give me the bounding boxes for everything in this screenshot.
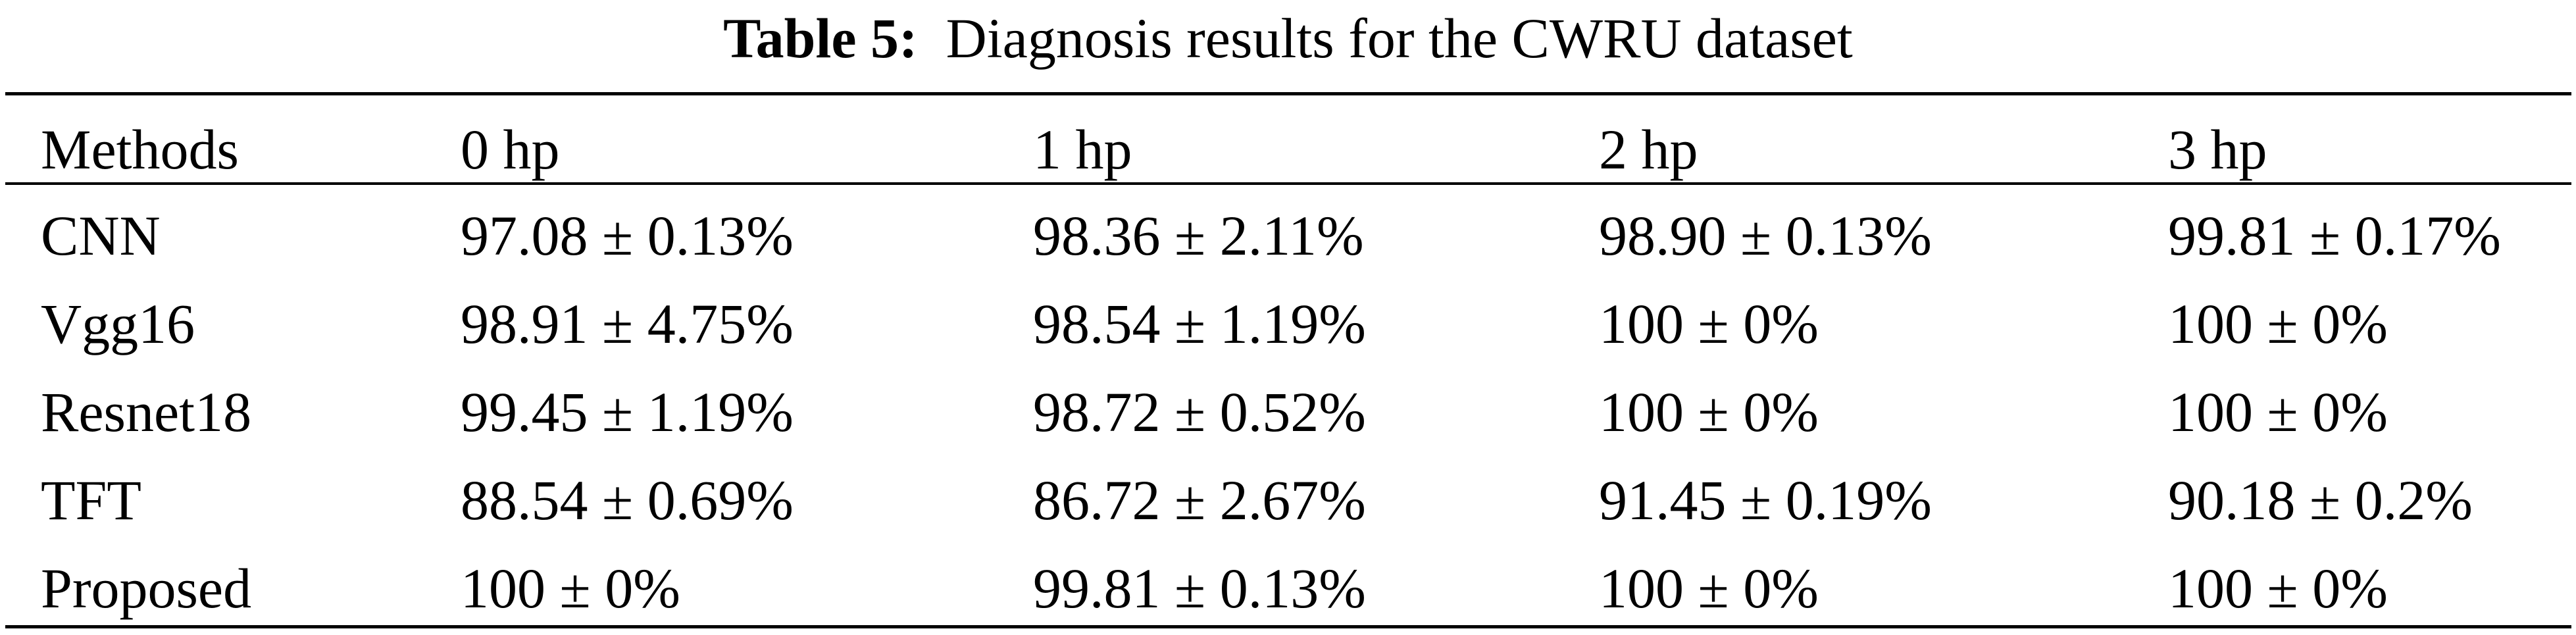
table-caption: Table 5: Diagnosis results for the CWRU … bbox=[0, 5, 2576, 71]
top-rule bbox=[5, 92, 2571, 95]
accuracy-cell: 88.54 ± 0.69% bbox=[461, 469, 794, 532]
column-header: Methods bbox=[41, 118, 239, 181]
accuracy-cell: 100 ± 0% bbox=[1599, 557, 1819, 620]
accuracy-cell: 100 ± 0% bbox=[2168, 292, 2388, 355]
method-name: TFT bbox=[41, 469, 141, 532]
table-row: CNN 97.08 ± 0.13% 98.36 ± 2.11% 98.90 ± 0.1… bbox=[0, 191, 2576, 280]
header-row: Methods 0 hp 1 hp 2 hp 3 hp bbox=[0, 105, 2576, 193]
column-header: 2 hp bbox=[1599, 118, 1698, 181]
accuracy-cell: 97.08 ± 0.13% bbox=[461, 204, 794, 267]
accuracy-cell: 98.54 ± 1.19% bbox=[1033, 292, 1366, 355]
table-row: TFT 88.54 ± 0.69% 86.72 ± 2.67% 91.45 ± 0.1… bbox=[0, 456, 2576, 544]
mid-rule bbox=[5, 182, 2571, 185]
method-name: Vgg16 bbox=[41, 292, 195, 355]
accuracy-cell: 98.91 ± 4.75% bbox=[461, 292, 794, 355]
accuracy-cell: 99.81 ± 0.13% bbox=[1033, 557, 1366, 620]
accuracy-cell: 100 ± 0% bbox=[2168, 380, 2388, 444]
accuracy-cell: 98.36 ± 2.11% bbox=[1033, 204, 1364, 267]
table-row: Proposed 100 ± 0% 99.81 ± 0.13% 100 ± 0% 100… bbox=[0, 544, 2576, 632]
accuracy-cell: 98.72 ± 0.52% bbox=[1033, 380, 1366, 444]
accuracy-cell: 100 ± 0% bbox=[1599, 292, 1819, 355]
accuracy-cell: 99.81 ± 0.17% bbox=[2168, 204, 2501, 267]
table-number: Table 5: bbox=[723, 7, 918, 70]
column-header: 3 hp bbox=[2168, 118, 2267, 181]
accuracy-cell: 100 ± 0% bbox=[2168, 557, 2388, 620]
accuracy-cell: 90.18 ± 0.2% bbox=[2168, 469, 2473, 532]
column-header: 0 hp bbox=[461, 118, 560, 181]
accuracy-cell: 100 ± 0% bbox=[1599, 380, 1819, 444]
column-header: 1 hp bbox=[1033, 118, 1132, 181]
method-name: Resnet18 bbox=[41, 380, 252, 444]
accuracy-cell: 100 ± 0% bbox=[461, 557, 680, 620]
accuracy-cell: 91.45 ± 0.19% bbox=[1599, 469, 1932, 532]
accuracy-cell: 99.45 ± 1.19% bbox=[461, 380, 794, 444]
caption-text: Diagnosis results for the CWRU dataset bbox=[917, 7, 1853, 70]
table-row: Vgg16 98.91 ± 4.75% 98.54 ± 1.19% 100 ± 0% 1… bbox=[0, 280, 2576, 368]
method-name: Proposed bbox=[41, 557, 252, 620]
bottom-rule bbox=[5, 625, 2571, 628]
accuracy-cell: 98.90 ± 0.13% bbox=[1599, 204, 1932, 267]
method-name: CNN bbox=[41, 204, 161, 267]
table-row: Resnet18 99.45 ± 1.19% 98.72 ± 0.52% 100 ± … bbox=[0, 368, 2576, 456]
accuracy-cell: 86.72 ± 2.67% bbox=[1033, 469, 1366, 532]
